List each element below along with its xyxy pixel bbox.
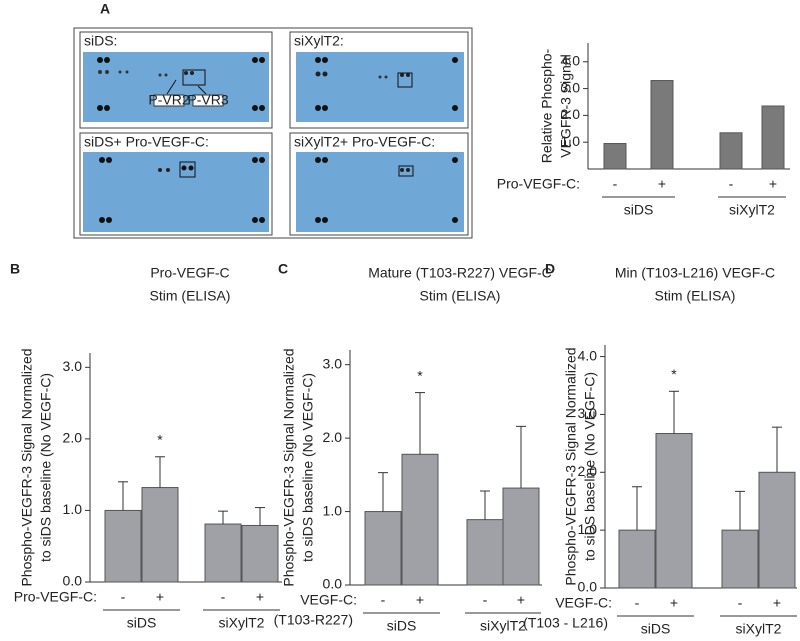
bar [758, 471, 796, 589]
x-tick-label: + [416, 592, 424, 608]
x-prefix: VEGF-C: [555, 595, 612, 611]
x-tick-label: + [256, 589, 264, 605]
panel-label: C [278, 261, 288, 277]
y-tick-label: 1.0 [578, 521, 598, 537]
blot-frame [73, 27, 473, 239]
y-tick-label: 1.0 [63, 501, 83, 517]
x-tick-label: + [156, 589, 164, 605]
bar [502, 487, 540, 586]
y-tick-label: 2.0 [63, 430, 83, 446]
group-label: siDS [127, 615, 157, 631]
y-tick-label: 2.0 [561, 106, 581, 122]
group-label: siXylT2 [729, 202, 775, 218]
group-label: siDS [641, 621, 671, 637]
x-tick-label: + [773, 595, 781, 611]
panel-label: B [10, 261, 20, 277]
y-axis-label: Relative Phospho- [539, 48, 555, 163]
x-tick-label: - [381, 592, 386, 608]
y-tick-label: 0.0 [63, 573, 83, 589]
blot-title: siXylT2+ Pro-VEGF-C: [294, 134, 435, 150]
x-prefix-note: (T103 - L216) [523, 615, 608, 631]
group-label: siXylT2 [736, 621, 782, 637]
x-prefix: Pro-VEGF-C: [14, 589, 97, 605]
bar [721, 529, 759, 589]
bar [719, 132, 743, 170]
y-axis-label: Phospho-VEGFR-3 Signal Normalized [19, 348, 35, 586]
group-label: siXylT2 [219, 615, 265, 631]
bar [141, 487, 179, 583]
x-tick-label: - [729, 176, 734, 192]
y-axis-label: VEGFR-3 Signal [558, 54, 574, 157]
y-tick-label: 3.0 [578, 405, 598, 421]
x-prefix-note: (T103-R227) [274, 612, 353, 628]
y-tick-label: 4.0 [578, 347, 598, 363]
bar [761, 105, 785, 170]
bar [618, 529, 656, 589]
y-tick-label: 3.0 [561, 79, 581, 95]
significance: * [417, 367, 423, 383]
x-prefix: VEGF-C: [300, 592, 357, 608]
chart-title: Stim (ELISA) [150, 288, 231, 304]
x-tick-label: + [670, 595, 678, 611]
blot-annotation: P-VR2 [148, 92, 189, 108]
blot-siDS-pro [79, 132, 273, 236]
x-prefix: Pro-VEGF-C: [497, 176, 580, 192]
bar [650, 80, 674, 170]
group-label: siDS [624, 202, 654, 218]
panel-label: D [545, 261, 555, 277]
x-tick-label: - [613, 176, 618, 192]
chart-title: Pro-VEGF-C [150, 265, 229, 281]
y-axis-label: Phospho-VEGFR-3 Signal Normalized [281, 348, 297, 586]
bar [241, 524, 279, 583]
chart-title: Min (T103-L216) VEGF-C [615, 265, 775, 281]
group-label: siDS [387, 618, 417, 634]
y-tick-label: 3.0 [63, 358, 83, 374]
blot-siXylT2-pro [289, 132, 469, 236]
x-tick-label: - [635, 595, 640, 611]
significance: * [671, 366, 677, 382]
y-axis-label: Phospho-VEGFR-3 Signal Normalized [563, 347, 579, 585]
blot-title: siXylT2: [294, 33, 344, 49]
y-tick-label: 2.0 [578, 463, 598, 479]
blot-annotation: P-VR3 [187, 92, 228, 108]
significance: * [157, 431, 163, 447]
y-tick-label: 0.0 [323, 576, 343, 592]
chart-title: Stim (ELISA) [655, 288, 736, 304]
y-axis-label: to siDS baseline (No VEGF-C) [582, 372, 598, 561]
x-tick-label: + [658, 176, 666, 192]
y-tick-label: 4.0 [561, 52, 581, 68]
y-tick-label: 1.0 [561, 133, 581, 149]
y-tick-label: 2.0 [323, 429, 343, 445]
blot-siXylT2 [289, 31, 469, 129]
bar [466, 519, 504, 586]
x-tick-label: - [221, 589, 226, 605]
bar [655, 433, 693, 589]
panel-label: A [100, 1, 110, 17]
bar [401, 453, 439, 586]
y-tick-label: 0.0 [578, 579, 598, 595]
x-tick-label: + [517, 592, 525, 608]
bar [204, 523, 242, 583]
blot-title: siDS: [84, 33, 117, 49]
x-tick-label: - [738, 595, 743, 611]
blot-title: siDS+ Pro-VEGF-C: [84, 134, 209, 150]
x-tick-label: - [483, 592, 488, 608]
y-axis-label: to siDS baseline (No VEGF-C) [300, 373, 316, 562]
group-label: siXylT2 [480, 618, 526, 634]
y-tick-label: 1.0 [323, 502, 343, 518]
chart-title: Mature (T103-R227) VEGF-C [368, 265, 552, 281]
x-tick-label: - [121, 589, 126, 605]
bar [364, 511, 402, 586]
chart-title: Stim (ELISA) [420, 288, 501, 304]
blot-siDS [79, 31, 273, 129]
bar [603, 143, 627, 170]
bar [104, 509, 142, 583]
y-axis-label: to siDS baseline (No VEGF-C) [38, 373, 54, 562]
x-tick-label: + [769, 176, 777, 192]
y-tick-label: 3.0 [323, 355, 343, 371]
